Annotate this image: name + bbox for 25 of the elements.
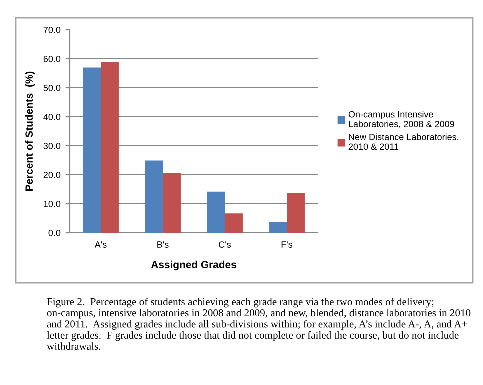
legend-label: New Distance Laboratories, 2010 & 2011 [348,134,459,150]
y-axis-title: Percent of Students (%) [25,72,36,191]
y-tick-label: 20.0 [44,172,61,178]
y-tick-label: 0.0 [48,230,61,236]
x-tick-label: C's [219,242,232,248]
bar [287,194,305,233]
bar [207,192,225,233]
caption: Figure 2. Percentage of students achieving each grade range via the two modes of delivery; on-campus, intensive laboratories in 2008 and 2009, and new, blended, distance laboratories in 2010 and 2011. Assigned grades include all sub-divisions within; for example, A’s include A-, A, and A+ letter grades. F grades include those that did not complete or failed the course, but do not include withdrawals. [47,298,471,350]
y-tick-label: 70.0 [44,26,61,34]
bar [101,62,119,233]
x-tick-label: B's [158,242,169,248]
bar [145,160,163,233]
y-tick-label: 50.0 [44,84,61,92]
x-tick-label: F's [282,242,293,248]
x-axis-title: Assigned Grades [151,260,236,271]
bar [269,222,287,233]
y-tick-label: 60.0 [44,56,61,62]
y-tick-label: 40.0 [44,114,61,120]
bar [225,214,243,233]
bar [83,68,101,233]
bar [163,174,181,233]
x-tick-label: A's [94,242,107,248]
y-tick-label: 30.0 [44,142,61,150]
y-tick-label: 10.0 [44,200,61,208]
legend-label: On-campus Intensive Laboratories, 2008 & 2009 [348,111,454,129]
